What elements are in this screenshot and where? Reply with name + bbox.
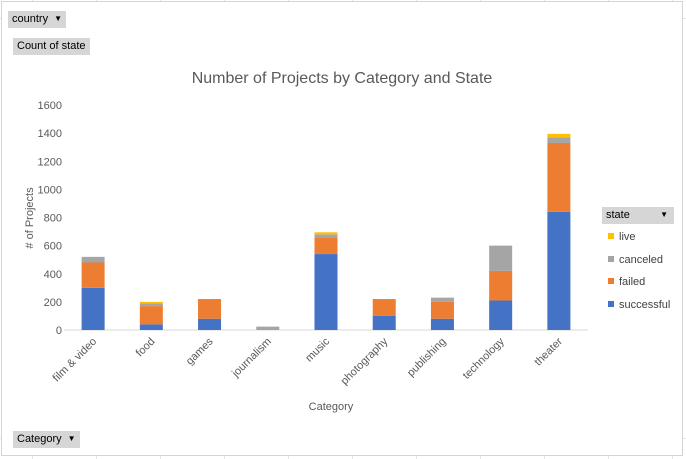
x-axis-title: Category	[309, 401, 354, 413]
category-filter-button[interactable]: Category ▼	[13, 431, 80, 448]
x-tick-label: photography	[339, 335, 391, 387]
chevron-down-icon: ▼	[54, 14, 62, 23]
y-tick-label: 1200	[38, 156, 62, 168]
y-tick-label: 1600	[38, 100, 62, 112]
chevron-down-icon: ▼	[660, 210, 668, 219]
y-tick-label: 800	[44, 213, 62, 225]
y-tick-label: 400	[44, 269, 62, 281]
bar-failed[interactable]	[430, 301, 454, 319]
bar-successful[interactable]	[430, 318, 454, 330]
bars	[81, 133, 571, 330]
bar-failed[interactable]	[547, 142, 571, 212]
legend-item-failed[interactable]: failed	[608, 276, 645, 288]
bar-canceled[interactable]	[256, 326, 280, 330]
x-tick-label: journalism	[229, 336, 274, 381]
bar-live[interactable]	[139, 301, 163, 304]
legend-label: successful	[619, 298, 671, 311]
legend-swatch	[608, 255, 614, 262]
legend-swatch	[608, 278, 614, 284]
bar-failed[interactable]	[198, 299, 222, 319]
bar-canceled[interactable]	[547, 137, 571, 143]
chart-title: Number of Projects by Category and State	[192, 70, 493, 87]
bar-live[interactable]	[547, 133, 571, 138]
y-tick-label: 200	[44, 297, 62, 309]
bar-successful[interactable]	[198, 318, 222, 330]
x-tick-label: publishing	[405, 336, 449, 380]
legend: state ▼ live canceled failed successful	[602, 207, 677, 311]
bar-failed[interactable]	[489, 270, 513, 301]
bar-canceled[interactable]	[139, 303, 163, 307]
legend-item-canceled[interactable]: canceled	[608, 254, 663, 266]
legend-field-label: state	[606, 209, 630, 221]
x-tick-labels: film & video food games journalism music phot…	[51, 335, 566, 387]
bar-failed[interactable]	[372, 299, 396, 316]
category-filter-label: Category	[17, 433, 62, 445]
bar-canceled[interactable]	[430, 297, 454, 302]
values-field-label: Count of state	[17, 40, 86, 52]
legend-label: failed	[619, 276, 646, 288]
y-tick-label: 1000	[38, 184, 62, 196]
x-tick-label: games	[184, 335, 216, 367]
x-tick-label: food	[134, 336, 158, 360]
bar-canceled[interactable]	[81, 256, 105, 263]
bar-successful[interactable]	[489, 300, 513, 330]
y-tick-labels: 0 200 400 600 800 1000 1200 1400 1600	[38, 100, 62, 337]
x-tick-label: film & video	[51, 336, 100, 385]
x-tick-label: theater	[532, 335, 565, 368]
y-tick-label: 1400	[38, 128, 62, 140]
bar-canceled[interactable]	[489, 245, 513, 271]
bar-successful[interactable]	[547, 211, 571, 330]
legend-label: canceled	[619, 253, 664, 266]
country-filter-button[interactable]: country ▼	[8, 11, 66, 28]
country-filter-label: country	[12, 13, 49, 25]
bar-successful[interactable]	[314, 254, 338, 330]
bar-failed[interactable]	[81, 262, 105, 288]
bar-successful[interactable]	[139, 324, 163, 330]
values-field-button[interactable]: Count of state	[13, 38, 90, 55]
legend-item-successful[interactable]: successful	[608, 299, 670, 311]
y-axis-title: # of Projects	[24, 187, 36, 249]
bar-successful[interactable]	[81, 287, 105, 330]
x-tick-label: music	[303, 335, 332, 364]
legend-item-live[interactable]: live	[608, 231, 636, 243]
legend-field-button[interactable]: state ▼	[602, 207, 674, 224]
bar-live[interactable]	[314, 232, 338, 235]
bar-successful[interactable]	[372, 315, 396, 330]
legend-swatch	[608, 233, 614, 239]
x-tick-label: technology	[461, 335, 507, 381]
legend-swatch	[608, 300, 614, 307]
bar-failed[interactable]	[139, 306, 163, 325]
y-tick-label: 0	[56, 325, 62, 337]
chevron-down-icon: ▼	[67, 434, 76, 443]
legend-label: live	[619, 231, 636, 243]
bar-canceled[interactable]	[314, 234, 338, 238]
bar-failed[interactable]	[314, 237, 338, 255]
y-tick-label: 600	[44, 241, 62, 253]
